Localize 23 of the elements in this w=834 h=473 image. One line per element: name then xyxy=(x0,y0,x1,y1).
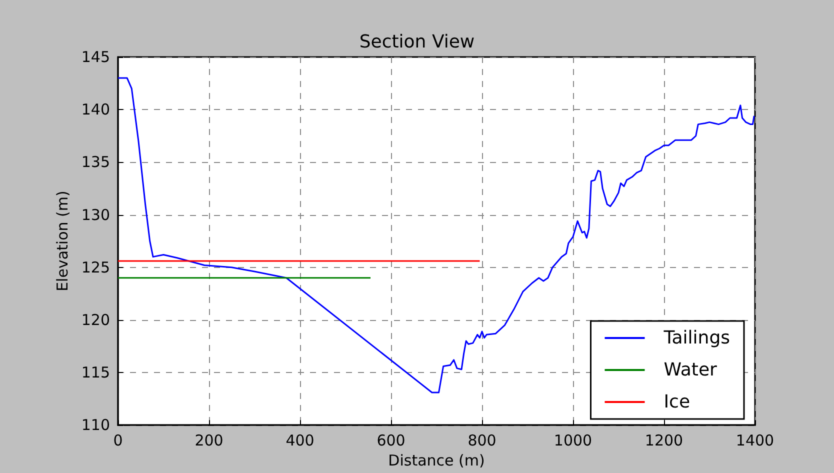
y-tick-label: 125 xyxy=(81,258,110,276)
legend-label: Tailings xyxy=(662,328,730,348)
x-axis-title: Distance (m) xyxy=(388,452,485,470)
chart-title: Section View xyxy=(359,32,475,52)
x-tick-label: 200 xyxy=(194,432,224,450)
x-tick-label: 600 xyxy=(376,432,406,450)
y-tick-label: 130 xyxy=(81,206,110,224)
legend-label: Ice xyxy=(664,392,690,412)
x-tick-label: 800 xyxy=(468,432,496,450)
y-tick-label: 140 xyxy=(81,100,110,119)
y-tick-label: 120 xyxy=(81,310,110,329)
y-axis-title: Elevation (m) xyxy=(54,190,72,292)
x-tick-label: 1200 xyxy=(644,432,684,450)
x-tick-label: 0 xyxy=(113,432,123,450)
x-tick-label: 1400 xyxy=(736,432,774,450)
legend-label: Water xyxy=(664,360,718,380)
x-tick-label: 400 xyxy=(286,432,314,450)
y-tick-label: 110 xyxy=(81,416,110,434)
y-tick-label: 115 xyxy=(81,364,110,382)
y-tick-label: 145 xyxy=(81,48,110,66)
line-series xyxy=(117,77,755,394)
x-tick-label: 1000 xyxy=(554,432,592,450)
y-tick-label: 135 xyxy=(81,153,110,172)
